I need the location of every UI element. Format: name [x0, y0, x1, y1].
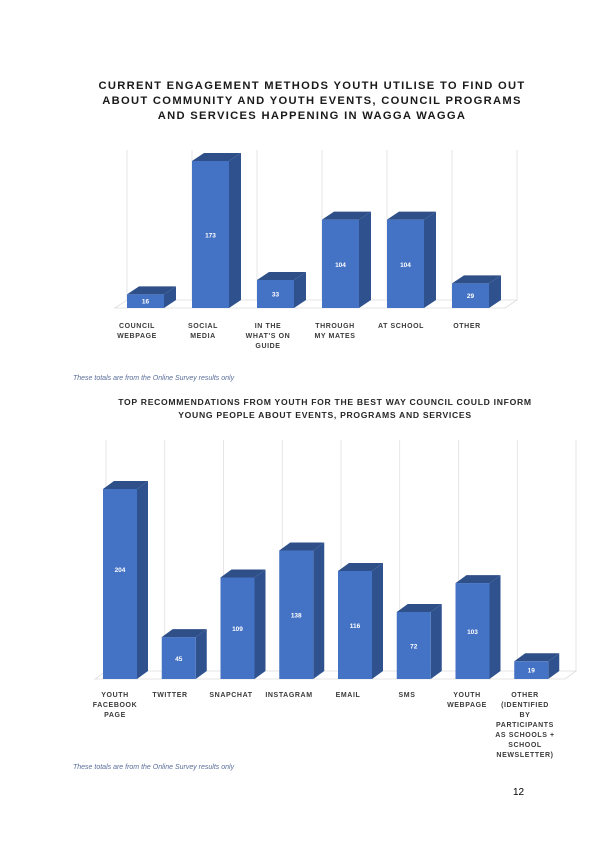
- data-label: 116: [350, 623, 361, 630]
- bar-top: [161, 629, 207, 638]
- bar-side: [195, 629, 207, 679]
- data-label: 19: [528, 668, 536, 675]
- category-label: YOUTH: [101, 692, 129, 699]
- category-label: INSTAGRAM: [265, 692, 312, 699]
- category-label: SMS: [399, 692, 416, 699]
- category-label: GUIDE: [255, 343, 280, 350]
- bar: [103, 489, 137, 679]
- bar-side: [137, 481, 148, 679]
- bar-top: [338, 562, 383, 571]
- data-label: 104: [335, 262, 346, 269]
- bar: [192, 161, 229, 308]
- bar-side: [229, 153, 241, 308]
- bar-side: [489, 275, 501, 308]
- bar-top: [514, 653, 560, 662]
- chart2-title: TOP RECOMMENDATIONS FROM YOUTH FOR THE B…: [118, 397, 532, 420]
- data-label: 103: [467, 629, 478, 636]
- bar-top: [257, 271, 306, 280]
- bar-side: [313, 542, 325, 679]
- category-label: EMAIL: [336, 692, 361, 699]
- bar-top: [279, 542, 325, 551]
- category-label: PARTICIPANTS: [496, 722, 554, 729]
- category-label: COUNCIL: [119, 323, 155, 330]
- chart2-source-note: These totals are from the Online Survey …: [73, 764, 235, 771]
- bar-top: [396, 603, 442, 612]
- bar-side: [294, 271, 306, 308]
- category-label: MEDIA: [190, 333, 216, 340]
- bar: [161, 637, 196, 679]
- category-label: (IDENTIFIED: [501, 702, 549, 709]
- bar-side: [548, 653, 560, 679]
- data-label: 45: [175, 656, 183, 663]
- bar: [396, 611, 431, 679]
- category-label: PAGE: [104, 712, 126, 719]
- bar-top: [322, 211, 371, 220]
- data-label: 16: [142, 299, 150, 306]
- category-label: TWITTER: [152, 692, 187, 699]
- bar-side: [372, 562, 383, 679]
- category-label: YOUTH: [453, 692, 481, 699]
- category-label: SCHOOL: [508, 742, 542, 749]
- data-label: 204: [115, 567, 126, 574]
- chart1-title: CURRENT ENGAGEMENT METHODS YOUTH UTILISE…: [98, 80, 526, 122]
- category-label: WEBPAGE: [117, 333, 157, 340]
- data-label: 173: [205, 233, 216, 240]
- bar: [257, 279, 294, 308]
- category-label: BY: [520, 712, 531, 719]
- bar: [322, 219, 359, 308]
- bar: [127, 294, 164, 308]
- bar-side: [430, 603, 442, 679]
- chart1-source-note: These totals are from the Online Survey …: [73, 375, 235, 382]
- category-label: WHAT'S ON: [246, 333, 291, 340]
- category-label: NEWSLETTER): [496, 752, 553, 759]
- category-label: AS SCHOOLS +: [495, 732, 555, 739]
- data-label: 109: [232, 626, 243, 633]
- category-label: SOCIAL: [188, 323, 218, 330]
- category-label: AT SCHOOL: [378, 323, 424, 330]
- category-label: THROUGH: [315, 323, 355, 330]
- bar: [514, 661, 549, 679]
- category-label: MY MATES: [314, 333, 355, 340]
- bar-top: [452, 275, 501, 284]
- bar-top: [220, 569, 266, 578]
- data-label: 29: [467, 293, 475, 300]
- bar: [338, 570, 372, 679]
- bar-top: [387, 211, 436, 220]
- bar: [220, 577, 255, 679]
- bar-top: [103, 481, 148, 489]
- bar-side: [424, 211, 436, 308]
- bar-side: [164, 286, 176, 308]
- data-label: 72: [410, 643, 418, 650]
- category-label: OTHER: [511, 692, 539, 699]
- data-label: 33: [272, 291, 280, 298]
- bar-side: [254, 569, 266, 679]
- category-label: SNAPCHAT: [209, 692, 252, 699]
- bar-top: [127, 286, 176, 295]
- data-label: 138: [291, 613, 302, 620]
- page-number: 12: [513, 787, 525, 798]
- data-label: 104: [400, 262, 411, 269]
- bar-side: [489, 575, 501, 679]
- bar: [455, 583, 490, 679]
- bar: [279, 550, 314, 679]
- bar-side: [359, 211, 371, 308]
- category-label: OTHER: [453, 323, 481, 330]
- category-label: IN THE: [255, 323, 282, 330]
- bar-top: [455, 575, 501, 584]
- category-label: WEBPAGE: [447, 702, 487, 709]
- bar: [452, 283, 489, 308]
- category-label: FACEBOOK: [93, 702, 137, 709]
- bar-top: [192, 153, 241, 161]
- bar: [387, 219, 424, 308]
